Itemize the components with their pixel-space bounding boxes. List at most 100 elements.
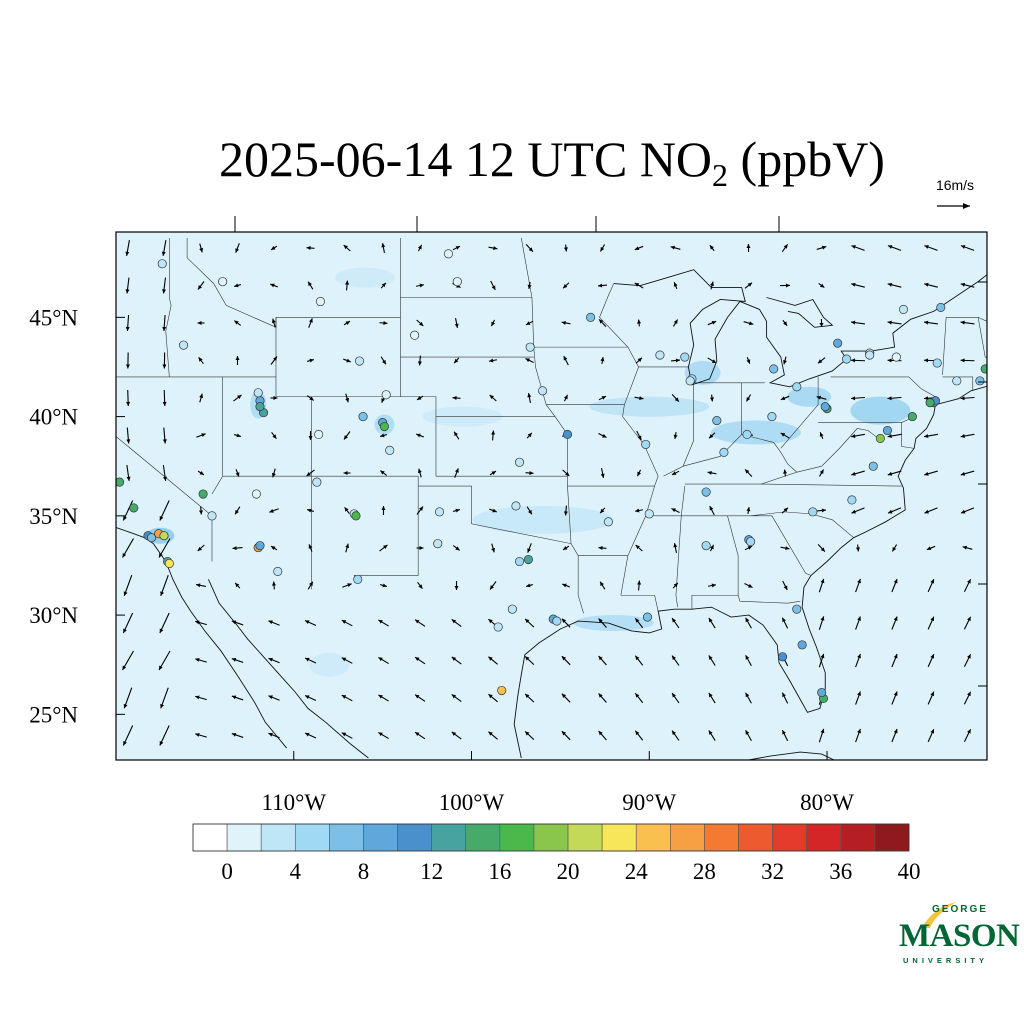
wind-vector: [488, 693, 498, 703]
colorbar-frame: [192, 823, 910, 852]
wind-vector: [270, 396, 278, 400]
wind-vector: [123, 687, 133, 709]
wind-vector: [636, 469, 642, 477]
wind-vector: [231, 657, 244, 663]
wind-vector: [162, 314, 167, 332]
station-marker: [381, 390, 391, 400]
wind-vector: [380, 356, 387, 365]
wind-vector: [416, 319, 424, 327]
coastline-segment: [116, 527, 287, 749]
station-marker: [817, 687, 827, 698]
station-marker: [353, 574, 363, 584]
wind-vector: [960, 320, 975, 325]
wind-vector: [304, 657, 317, 664]
wind-vector: [707, 320, 717, 326]
wind-vector: [268, 695, 280, 701]
wind-vector: [197, 281, 205, 290]
colorbar-swatch: [465, 823, 501, 852]
station-marker: [66, 244, 74, 252]
wind-vector: [891, 653, 898, 668]
wind-vector: [488, 656, 498, 665]
wind-vector: [671, 508, 680, 513]
station-marker: [314, 429, 324, 440]
wind-vector: [745, 394, 752, 402]
wind-vector: [524, 656, 535, 665]
station-marker: [898, 304, 909, 314]
station-marker: [868, 461, 878, 471]
lat-tick-label: 40°N: [29, 405, 78, 430]
station-marker: [995, 339, 1003, 347]
colorbar-swatch: [192, 823, 228, 852]
station-marker: [586, 312, 596, 322]
wind-vector: [269, 508, 279, 513]
colorbar-swatch: [499, 823, 535, 852]
wind-vector: [637, 580, 642, 591]
wind-vector: [378, 731, 389, 740]
state-boundary: [830, 376, 936, 398]
state-boundary: [977, 317, 987, 323]
wind-vector: [887, 282, 902, 288]
wind-vector: [162, 352, 167, 369]
wind-vector: [887, 320, 902, 325]
map-frame: [115, 231, 988, 761]
wind-vector: [818, 578, 825, 593]
wind-vector: [306, 469, 315, 477]
wind-vector: [924, 245, 938, 251]
wind-vector: [231, 732, 244, 738]
station-marker: [680, 352, 690, 362]
wind-vector: [598, 730, 607, 741]
title-units: (ppbV): [728, 131, 885, 187]
colorbar-swatch: [226, 823, 262, 852]
wind-vector: [960, 282, 975, 288]
wind-vector: [231, 695, 244, 701]
wind-vector: [417, 468, 422, 478]
wind-vector: [634, 730, 644, 741]
wind-vector: [634, 617, 644, 629]
wind-vector: [126, 389, 131, 407]
wind-vector: [122, 725, 134, 746]
wind-vector: [379, 583, 388, 588]
wind-vector: [231, 620, 244, 626]
wind-vector: [454, 317, 459, 329]
wind-vector: [923, 320, 939, 325]
wind-vector: [197, 544, 205, 552]
wind-vector: [855, 616, 861, 630]
wind-vector: [960, 507, 975, 514]
map-axes: 45°N 40°N 35°N 30°N 25°N 110°W 100°W 90°W 80°W: [29, 216, 987, 815]
wind-vector: [195, 733, 207, 738]
wind-vector: [783, 356, 787, 365]
wind-vector: [342, 583, 352, 588]
wind-vector: [887, 396, 902, 401]
wind-vector: [634, 245, 644, 251]
state-boundary: [520, 237, 584, 614]
state-boundary: [942, 376, 974, 391]
state-boundary: [796, 428, 879, 473]
wind-vector: [780, 432, 790, 439]
wind-vector: [707, 583, 717, 588]
wind-vector: [488, 731, 498, 740]
wind-vector: [783, 469, 788, 477]
wind-vector: [524, 731, 535, 740]
wind-vector: [818, 728, 825, 743]
station-marker: [552, 616, 562, 626]
lon-tick-label: 110°W: [261, 790, 326, 815]
station-marker: [712, 416, 722, 426]
wind-vector: [744, 282, 753, 289]
gmu-logo: GEORGE MASON UNIVERSITY: [896, 900, 1020, 972]
wind-vector: [526, 506, 533, 515]
station-marker: [808, 507, 818, 517]
wind-vector: [489, 394, 497, 402]
wind-vector: [416, 433, 424, 438]
wind-vector: [234, 506, 241, 515]
map-background: [116, 232, 987, 760]
wind-vector: [233, 283, 242, 288]
wind-vector: [850, 358, 866, 363]
wind-vector: [851, 470, 865, 476]
wind-vector: [855, 653, 861, 668]
state-boundary: [116, 376, 213, 562]
station-marker: [514, 556, 525, 567]
station-marker: [410, 330, 420, 340]
wind-vector: [414, 694, 426, 702]
wind-vector: [891, 578, 898, 593]
wind-vector: [488, 246, 498, 251]
